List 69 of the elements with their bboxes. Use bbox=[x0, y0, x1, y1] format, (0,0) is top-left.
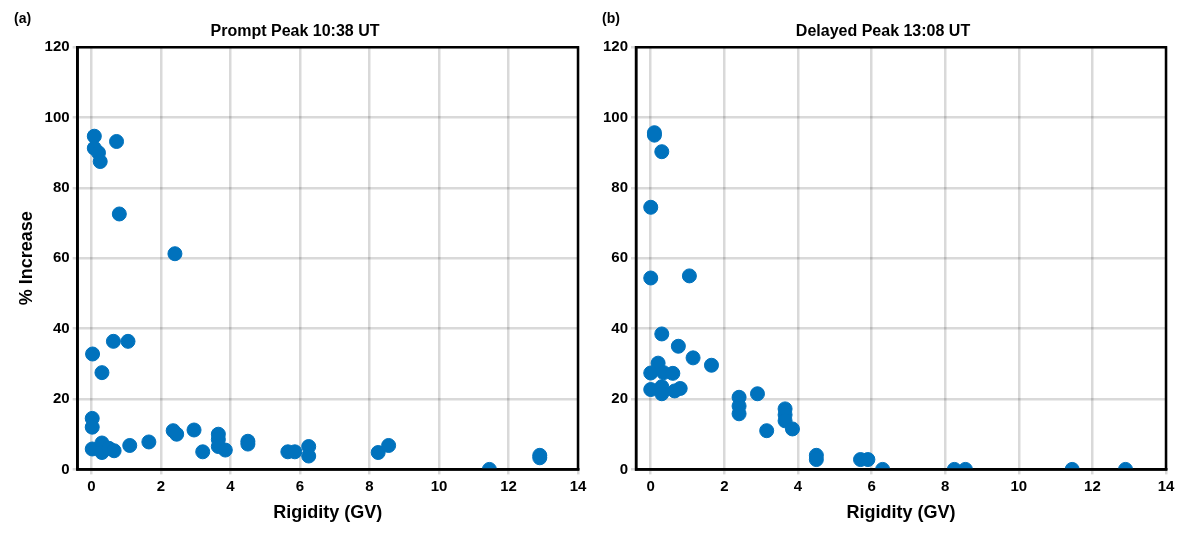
point bbox=[643, 365, 659, 381]
x-tick-label: 0 bbox=[646, 476, 655, 494]
point bbox=[122, 437, 138, 453]
text: (a) bbox=[14, 9, 32, 26]
point bbox=[654, 326, 670, 342]
point bbox=[654, 144, 670, 160]
x-tick-label: 12 bbox=[500, 476, 517, 494]
point bbox=[217, 442, 233, 458]
point bbox=[672, 380, 688, 396]
text: (b) bbox=[602, 9, 620, 26]
y-tick-label: 20 bbox=[52, 389, 70, 407]
point bbox=[94, 365, 110, 381]
y-tick-label: 40 bbox=[611, 318, 629, 336]
y-tick-label: 80 bbox=[52, 178, 70, 196]
y-tick-label: 0 bbox=[61, 459, 70, 477]
x-axis-title: Rigidity (GV) bbox=[846, 502, 956, 523]
x-tick-label: 2 bbox=[720, 476, 729, 494]
x-tick-label: 4 bbox=[793, 476, 803, 494]
y-tick-label: 60 bbox=[611, 248, 629, 266]
y-tick-label: 80 bbox=[611, 178, 629, 196]
point bbox=[106, 443, 122, 459]
point bbox=[759, 423, 775, 439]
point bbox=[169, 426, 185, 442]
x-axis-title: Rigidity (GV) bbox=[273, 502, 383, 523]
point bbox=[685, 350, 701, 366]
x-tick-label: 2 bbox=[156, 476, 166, 494]
y-tick-label: 120 bbox=[603, 37, 629, 55]
point bbox=[186, 422, 202, 438]
point bbox=[120, 333, 136, 349]
point bbox=[105, 333, 121, 349]
y-tick-label: 100 bbox=[603, 107, 629, 125]
y-tick-label: 120 bbox=[44, 37, 70, 55]
point bbox=[370, 445, 386, 461]
point bbox=[92, 154, 108, 170]
x-tick-label: 12 bbox=[1084, 476, 1101, 494]
point bbox=[85, 346, 101, 362]
point bbox=[111, 206, 127, 222]
x-tick-label: 10 bbox=[430, 476, 448, 494]
y-tick-label: 60 bbox=[52, 248, 70, 266]
point bbox=[86, 128, 102, 144]
point bbox=[665, 365, 681, 381]
x-tick-label: 6 bbox=[295, 476, 305, 494]
point bbox=[670, 338, 686, 354]
point bbox=[167, 246, 183, 262]
x-tick-label: 14 bbox=[569, 476, 587, 494]
point bbox=[643, 199, 659, 215]
x-tick-label: 10 bbox=[1010, 476, 1028, 494]
point bbox=[381, 437, 397, 453]
y-tick-label: 40 bbox=[52, 318, 70, 336]
point bbox=[109, 133, 125, 149]
point bbox=[703, 357, 719, 373]
x-tick-label: 8 bbox=[365, 476, 374, 494]
point bbox=[681, 268, 697, 284]
point bbox=[141, 434, 157, 450]
y-tick-label: 0 bbox=[619, 459, 629, 477]
y-tick-label: 20 bbox=[611, 389, 629, 407]
point bbox=[195, 444, 211, 460]
point bbox=[784, 421, 800, 437]
x-tick-label: 0 bbox=[87, 476, 96, 494]
x-tick-label: 6 bbox=[867, 476, 876, 494]
point bbox=[749, 386, 765, 402]
y-tick-label: 100 bbox=[44, 107, 70, 125]
point bbox=[643, 270, 659, 286]
y-axis-title: % Increase bbox=[15, 211, 36, 306]
chart-title: Prompt Peak 10:38 UT bbox=[210, 22, 380, 40]
x-tick-label: 14 bbox=[1157, 476, 1175, 494]
chart-title: Delayed Peak 13:08 UT bbox=[795, 22, 971, 40]
x-tick-label: 4 bbox=[226, 476, 236, 494]
x-tick-label: 8 bbox=[941, 476, 950, 494]
